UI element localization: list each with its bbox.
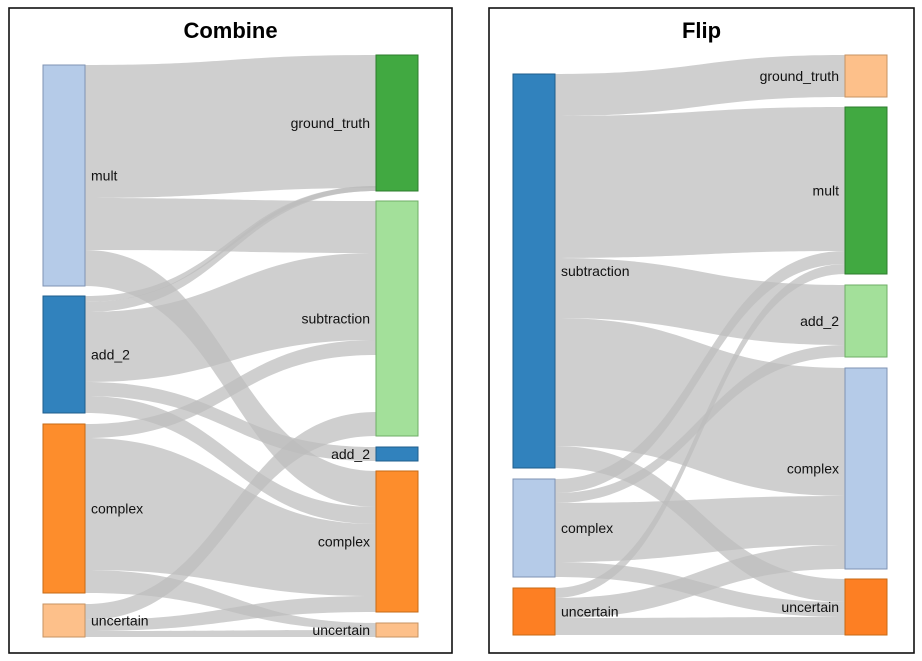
node-label-add_2_r: add_2 bbox=[331, 446, 370, 462]
node-label-uncertain_l: uncertain bbox=[91, 613, 149, 629]
flow-link-complex_l-to-subtraction bbox=[85, 340, 376, 438]
flow-link-uncertain_l-to-uncertain_r bbox=[85, 630, 376, 637]
flow-link-mult-to-complex_r bbox=[85, 250, 376, 507]
flow-link-uncertain_l-to-uncertain_r bbox=[555, 617, 845, 635]
flow-link-complex_l-to-complex_r bbox=[555, 496, 845, 562]
flip-links bbox=[555, 55, 845, 635]
flow-link-add_2_l-to-subtraction bbox=[85, 253, 376, 382]
node-label-uncertain_l: uncertain bbox=[561, 604, 619, 620]
node-subtraction bbox=[375, 200, 419, 437]
combine-links bbox=[85, 55, 376, 637]
node-add_2 bbox=[844, 284, 888, 358]
node-ground_truth bbox=[844, 54, 888, 98]
node-label-uncertain_r: uncertain bbox=[781, 599, 839, 615]
combine-panel-title: Combine bbox=[183, 18, 277, 43]
node-label-subtraction: subtraction bbox=[561, 263, 629, 279]
flow-link-mult-to-subtraction bbox=[85, 198, 376, 253]
flow-link-subtraction-to-mult bbox=[555, 107, 845, 258]
node-label-ground_truth: ground_truth bbox=[291, 115, 370, 131]
flow-link-uncertain_l-to-complex_r bbox=[85, 596, 376, 631]
flow-link-subtraction-to-complex_r bbox=[555, 318, 845, 496]
flow-link-uncertain_l-to-subtraction bbox=[85, 412, 376, 620]
flow-link-subtraction-to-add_2 bbox=[555, 258, 845, 345]
node-uncertain_l bbox=[42, 603, 86, 638]
node-label-complex_l: complex bbox=[91, 501, 143, 517]
node-uncertain_l bbox=[512, 587, 556, 636]
node-ground_truth bbox=[375, 54, 419, 192]
node-complex_l bbox=[512, 478, 556, 578]
flow-link-add_2_l-to-complex_r bbox=[85, 396, 376, 524]
flow-link-uncertain_l-to-complex_r bbox=[555, 545, 845, 618]
node-label-complex_r: complex bbox=[787, 461, 839, 477]
node-complex_r bbox=[375, 470, 419, 613]
flow-link-add_2_l-to-ground_truth bbox=[85, 186, 376, 312]
node-add_2_l bbox=[42, 295, 86, 414]
flow-link-complex_l-to-add_2 bbox=[555, 345, 845, 503]
node-label-add_2_l: add_2 bbox=[91, 347, 130, 363]
node-label-add_2: add_2 bbox=[800, 313, 839, 329]
node-label-ground_truth: ground_truth bbox=[760, 68, 839, 84]
node-label-subtraction: subtraction bbox=[302, 311, 370, 327]
node-complex_r bbox=[844, 367, 888, 570]
node-add_2_r bbox=[375, 446, 419, 462]
flip-panel: Flip subtraction complex uncertain ground_t… bbox=[488, 7, 915, 654]
node-complex_l bbox=[42, 423, 86, 594]
node-subtraction bbox=[512, 73, 556, 469]
node-mult bbox=[844, 106, 888, 275]
flip-panel-title: Flip bbox=[682, 18, 721, 43]
node-uncertain_r bbox=[375, 622, 419, 638]
node-mult bbox=[42, 64, 86, 287]
flow-link-mult-to-ground_truth bbox=[85, 55, 376, 198]
flow-link-uncertain_l-to-mult bbox=[555, 264, 845, 598]
node-label-complex_l: complex bbox=[561, 520, 613, 536]
node-label-complex_r: complex bbox=[318, 534, 370, 550]
flow-link-subtraction-to-ground_truth bbox=[555, 55, 845, 116]
node-label-mult: mult bbox=[91, 168, 118, 184]
node-uncertain_r bbox=[844, 578, 888, 636]
flow-link-complex_l-to-mult bbox=[555, 251, 845, 493]
flip-nodes: subtraction complex uncertain ground_truthm… bbox=[512, 54, 888, 636]
node-label-mult: mult bbox=[813, 183, 840, 199]
node-label-uncertain_r: uncertain bbox=[312, 622, 370, 638]
